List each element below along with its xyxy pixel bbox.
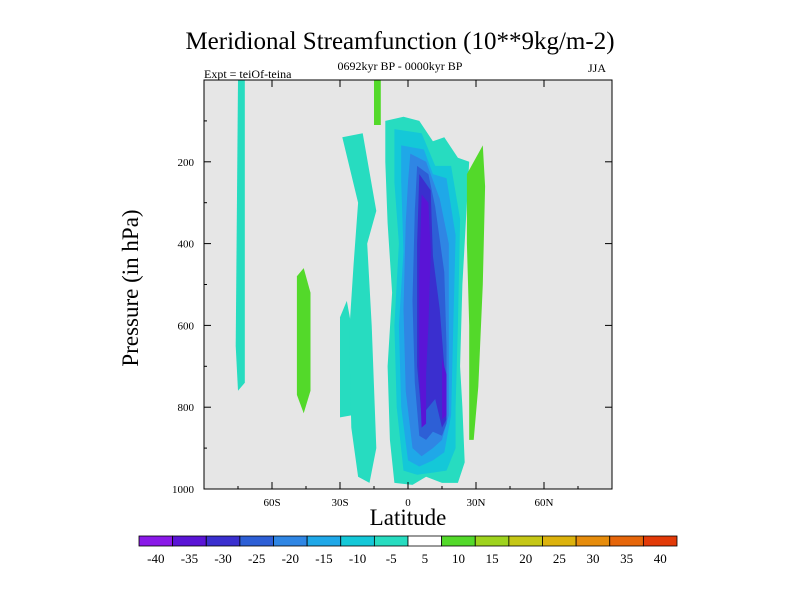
colorbar-box bbox=[340, 535, 375, 547]
colorbar-label: -20 bbox=[282, 551, 299, 566]
colorbar-label: 30 bbox=[586, 551, 599, 566]
contour-region-1 bbox=[374, 80, 381, 125]
colorbar-label: -30 bbox=[214, 551, 231, 566]
colorbar: -40 -35 -30 -25 -20 -15 -10 -5 5 10 15 20 25 30 35 40 bbox=[138, 535, 678, 566]
axes: 60S 30S 0 30N 60N 200 400 600 800 1000 bbox=[172, 79, 613, 509]
colorbar-label: 5 bbox=[422, 551, 429, 566]
colorbar-label: 35 bbox=[620, 551, 633, 566]
colorbar-box bbox=[306, 535, 342, 547]
colorbar-label: 20 bbox=[519, 551, 532, 566]
colorbar-label: 40 bbox=[654, 551, 667, 566]
colorbar-box bbox=[172, 535, 207, 547]
contour-region-0 bbox=[235, 80, 245, 391]
colorbar-box bbox=[273, 535, 308, 547]
x-axis-label: Latitude bbox=[369, 505, 447, 530]
colorbar-label: -35 bbox=[181, 551, 198, 566]
x-tick-label: 0 bbox=[405, 497, 411, 509]
y-tick-label: 400 bbox=[178, 239, 195, 251]
contour-region-2 bbox=[296, 268, 311, 414]
contour-region-3 bbox=[340, 300, 352, 418]
colorbar-label: -10 bbox=[349, 551, 366, 566]
colorbar-box bbox=[474, 535, 510, 547]
contour-region-11 bbox=[419, 194, 431, 428]
colorbar-label: -40 bbox=[147, 551, 164, 566]
colorbar-box bbox=[575, 535, 611, 547]
plot-area bbox=[204, 80, 612, 489]
experiment-label: Expt = teiOf-teina bbox=[204, 67, 292, 81]
colorbar-box bbox=[239, 535, 274, 547]
contour-region-13 bbox=[466, 145, 486, 440]
y-tick-label: 800 bbox=[178, 402, 195, 414]
colorbar-label: -25 bbox=[248, 551, 265, 566]
chart-subtitle: 0692kyr BP - 0000kyr BP bbox=[337, 59, 463, 73]
colorbar-box bbox=[542, 535, 577, 547]
y-tick-label: 600 bbox=[178, 320, 195, 332]
colorbar-box bbox=[441, 535, 476, 547]
season-label: JJA bbox=[588, 61, 607, 75]
colorbar-box bbox=[642, 535, 678, 547]
colorbar-label: 15 bbox=[486, 551, 499, 566]
colorbar-box bbox=[609, 535, 644, 547]
y-tick-label: 200 bbox=[178, 157, 195, 169]
chart-title: Meridional Streamfunction (10**9kg/m-2) bbox=[185, 28, 615, 55]
colorbar-box bbox=[373, 535, 409, 547]
colorbar-label: 25 bbox=[553, 551, 566, 566]
colorbar-box bbox=[407, 535, 443, 547]
colorbar-box bbox=[205, 535, 241, 547]
colorbar-box bbox=[508, 535, 543, 547]
y-tick-label: 1000 bbox=[172, 484, 195, 496]
colorbar-label: -15 bbox=[315, 551, 332, 566]
contour-region-4 bbox=[342, 133, 377, 483]
x-tick-label: 30N bbox=[467, 497, 486, 509]
x-tick-label: 60N bbox=[535, 497, 554, 509]
x-tick-label: 30S bbox=[331, 497, 348, 509]
x-tick-label: 60S bbox=[263, 497, 280, 509]
colorbar-box bbox=[138, 535, 174, 547]
colorbar-label: -5 bbox=[386, 551, 397, 566]
colorbar-label: 10 bbox=[452, 551, 465, 566]
contour-region-12 bbox=[442, 358, 447, 420]
